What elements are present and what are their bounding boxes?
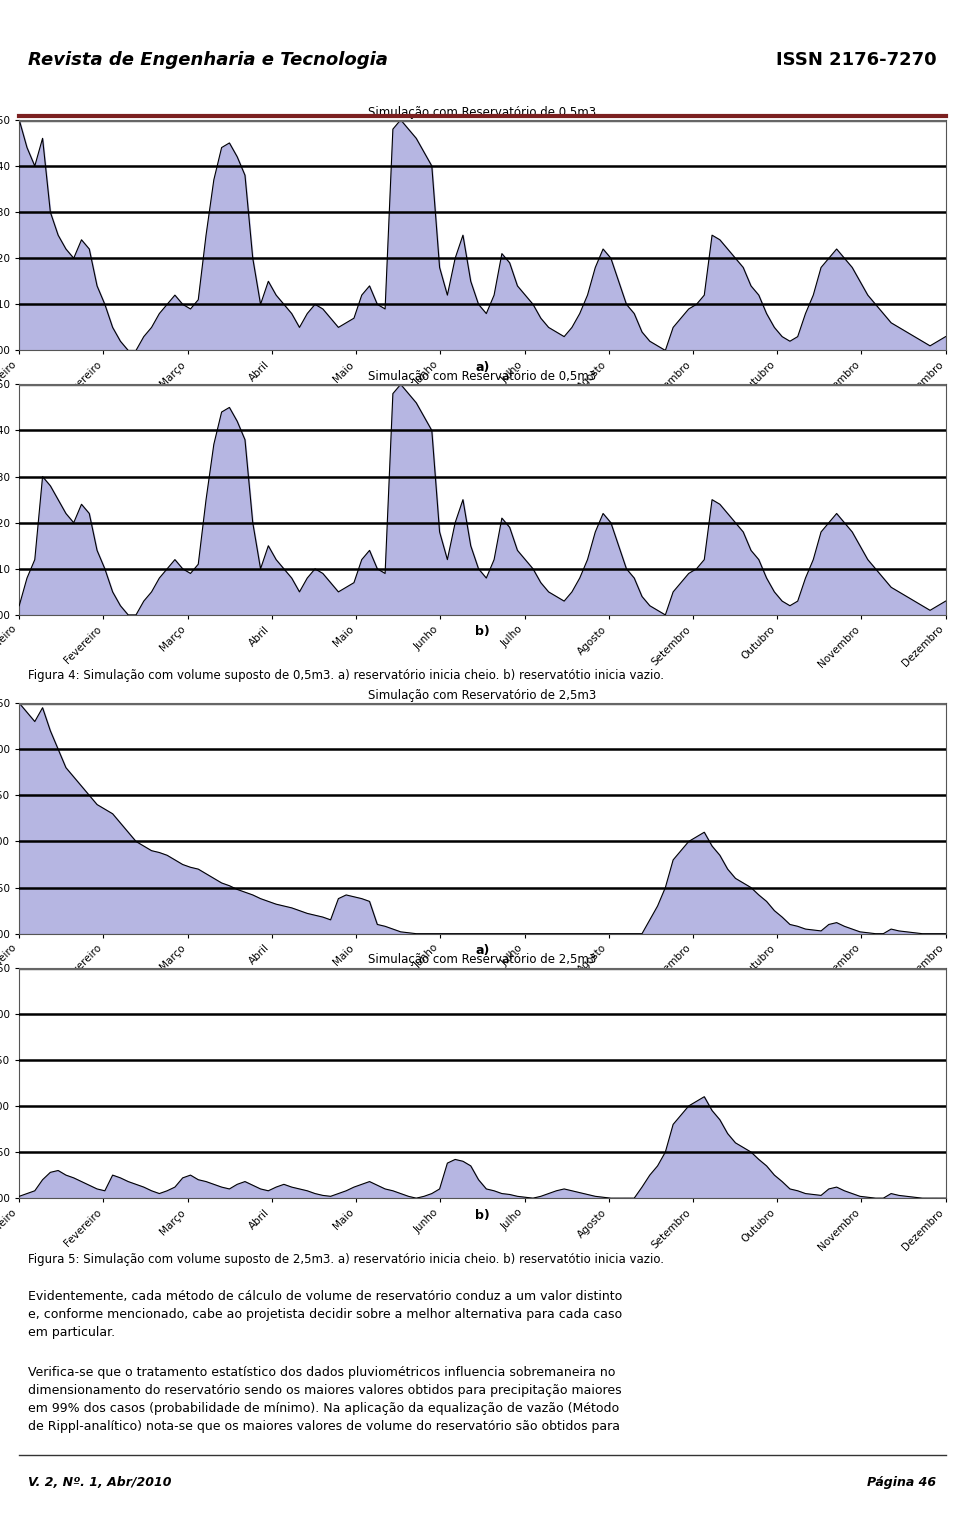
Text: a): a) — [475, 944, 490, 958]
Text: Revista de Engenharia e Tecnologia: Revista de Engenharia e Tecnologia — [29, 51, 389, 69]
Text: b): b) — [475, 625, 490, 639]
Text: Evidentemente, cada método de cálculo de volume de reservatório conduz a um valo: Evidentemente, cada método de cálculo de… — [29, 1291, 623, 1338]
Text: Verifica-se que o tratamento estatístico dos dados pluviométricos influencia sob: Verifica-se que o tratamento estatístico… — [29, 1366, 622, 1432]
Text: Página 46: Página 46 — [867, 1477, 936, 1489]
Text: a): a) — [475, 360, 490, 374]
Text: b): b) — [475, 1209, 490, 1221]
Text: ISSN 2176-7270: ISSN 2176-7270 — [776, 51, 936, 69]
Title: Simulação com Reservatório de 0,5m3: Simulação com Reservatório de 0,5m3 — [369, 106, 596, 119]
Title: Simulação com Reservatório de 2,5m3: Simulação com Reservatório de 2,5m3 — [369, 688, 596, 702]
Title: Simulação com Reservatório de 0,5m3: Simulação com Reservatório de 0,5m3 — [369, 370, 596, 383]
Title: Simulação com Reservatório de 2,5m3: Simulação com Reservatório de 2,5m3 — [369, 953, 596, 967]
Text: Figura 5: Simulação com volume suposto de 2,5m3. a) reservatório inicia cheio. b: Figura 5: Simulação com volume suposto d… — [29, 1252, 664, 1266]
Text: V. 2, Nº. 1, Abr/2010: V. 2, Nº. 1, Abr/2010 — [29, 1477, 172, 1489]
Text: Figura 4: Simulação com volume suposto de 0,5m3. a) reservatório inicia cheio. b: Figura 4: Simulação com volume suposto d… — [29, 670, 664, 682]
